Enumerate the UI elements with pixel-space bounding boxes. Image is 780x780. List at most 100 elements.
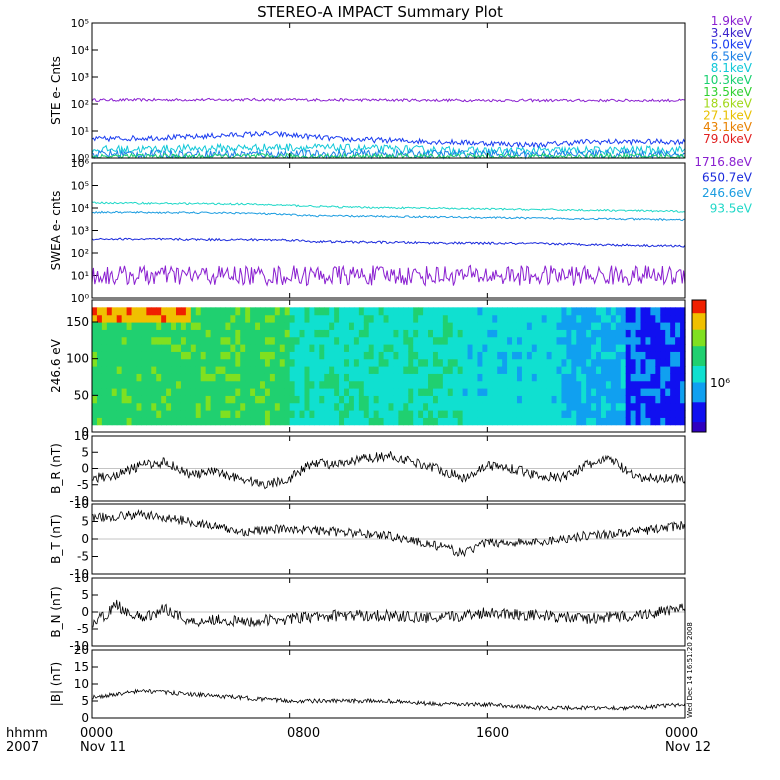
spectrogram-cell — [630, 329, 637, 338]
spectrogram-cell — [675, 373, 681, 382]
spectrogram-cell — [284, 410, 291, 418]
spectrogram-cell — [176, 402, 182, 411]
spectrogram-cell — [378, 373, 385, 382]
spectrogram-cell — [625, 358, 632, 367]
spectrogram-cell — [487, 417, 493, 426]
spectrogram-cell — [477, 366, 483, 374]
colorbar-segment — [692, 395, 706, 400]
spectrogram-cell — [92, 322, 98, 330]
spectrogram-cell — [645, 410, 652, 418]
spectrogram-cell — [235, 336, 241, 345]
spectrogram-cell — [200, 322, 207, 330]
colorbar-segment — [692, 389, 706, 393]
spectrogram-cell — [645, 402, 652, 411]
spectrogram-cell — [472, 351, 479, 360]
spectrogram-cell — [665, 366, 671, 374]
spectrogram-cell — [675, 336, 681, 345]
spectrogram-cell — [274, 388, 281, 396]
spectrogram-cell — [363, 402, 370, 411]
spectrogram-cell — [472, 380, 479, 389]
spectrogram-cell — [269, 410, 276, 418]
spectrogram-cell — [309, 402, 315, 411]
spectrogram-cell — [274, 410, 281, 418]
spectrogram-cell — [477, 402, 483, 411]
spectrogram-cell — [428, 395, 434, 404]
spectrogram-cell — [245, 329, 251, 338]
spectrogram-cell — [121, 322, 128, 330]
spectrogram-cell — [442, 322, 449, 330]
spectrogram-cell — [635, 395, 642, 404]
spectrogram-cell — [428, 307, 434, 316]
spectrogram-cell — [289, 366, 296, 374]
spectrogram-cell — [442, 402, 449, 411]
spectrogram-cell — [279, 366, 286, 374]
spectrogram-cell — [660, 417, 666, 426]
spectrogram-cell — [121, 366, 128, 374]
spectrogram-cell — [680, 358, 686, 367]
spectrogram-cell — [605, 358, 612, 367]
spectrogram-cell — [116, 329, 123, 338]
spectrogram-cell — [536, 322, 543, 330]
spectrogram-cell — [581, 402, 587, 411]
spectrogram-cell — [546, 380, 553, 389]
spectrogram-cell — [467, 329, 474, 338]
colorbar-segment — [692, 408, 706, 413]
spectrogram-cell — [591, 380, 597, 389]
spectrogram-cell — [260, 329, 266, 338]
spectrogram-cell — [344, 336, 350, 345]
spectrogram-cell — [368, 358, 375, 367]
spectrogram-cell — [314, 380, 320, 389]
spectrogram-cell — [378, 358, 385, 367]
spectrogram-cell — [96, 366, 103, 374]
spectrogram-cell — [250, 373, 256, 382]
spectrogram-cell — [136, 314, 143, 323]
spectrogram-cell — [635, 417, 642, 426]
spectrogram-cell — [625, 388, 632, 396]
spectrogram-cell — [176, 307, 182, 316]
spectrogram-cell — [96, 380, 103, 389]
spectrogram-cell — [348, 395, 355, 404]
spectrogram-cell — [121, 351, 128, 360]
spectrogram-cell — [507, 366, 513, 374]
spectrogram-cell — [467, 314, 474, 323]
spectrogram-cell — [274, 351, 281, 360]
spectrogram-cell — [536, 388, 543, 396]
spectrogram-cell — [442, 366, 449, 374]
spectrogram-cell — [111, 336, 118, 345]
spectrogram-cell — [190, 417, 197, 426]
spectrogram-cell — [566, 329, 572, 338]
spectrogram-cell — [596, 351, 602, 360]
spectrogram-cell — [447, 417, 454, 426]
spectrogram-cell — [655, 336, 661, 345]
spectrogram-cell — [348, 351, 355, 360]
spectrogram-cell — [447, 314, 454, 323]
spectrogram-cell — [240, 373, 246, 382]
spectrogram-cell — [279, 380, 286, 389]
spectrogram-cell — [586, 322, 592, 330]
spectrogram-cell — [245, 351, 251, 360]
spectrogram-cell — [625, 395, 632, 404]
spectrogram-cell — [230, 366, 236, 374]
spectrogram-cell — [131, 373, 138, 382]
spectrogram-cell — [294, 358, 301, 367]
ste-ytick-label-0: 10⁰ — [71, 152, 90, 165]
spectrogram-cell — [650, 322, 656, 330]
spectrogram-cell — [566, 395, 572, 404]
spectrogram-cell — [363, 336, 370, 345]
spectrogram-cell — [353, 329, 360, 338]
spectrogram-cell — [502, 351, 508, 360]
spectrogram-cell — [185, 358, 192, 367]
spectrogram-cell — [605, 402, 612, 411]
spectrogram-cell — [423, 329, 429, 338]
spectrogram-cell — [299, 344, 306, 352]
spectrogram-cell — [452, 366, 459, 374]
spectrogram-cell — [487, 322, 493, 330]
swea-legend-1: 650.7eV — [702, 171, 753, 185]
spectrogram-cell — [615, 410, 622, 418]
spectrogram-cell — [625, 344, 632, 352]
spectrogram-cell — [260, 402, 266, 411]
spectrogram-cell — [398, 329, 404, 338]
spectrogram-cell — [225, 307, 231, 316]
spectrogram-cell — [670, 344, 676, 352]
spectrogram-cell — [304, 322, 311, 330]
